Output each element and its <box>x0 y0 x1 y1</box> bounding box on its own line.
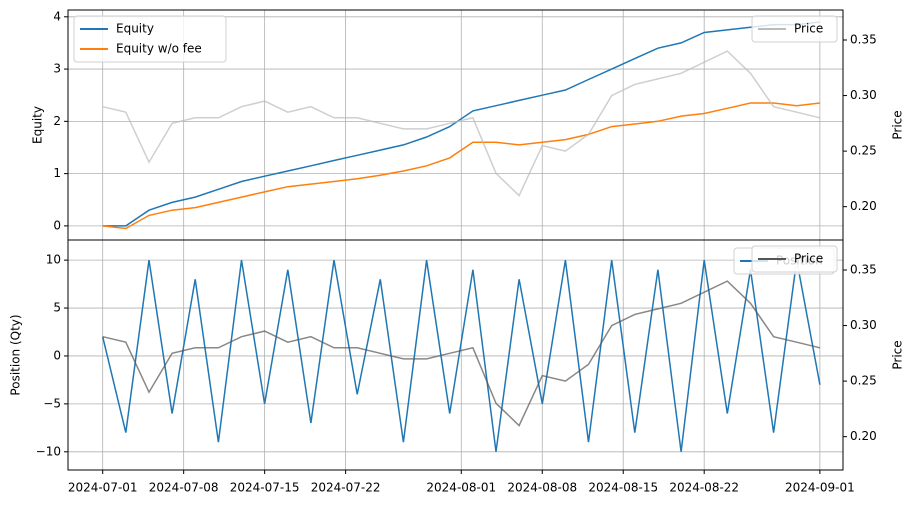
y-tick-label: 1 <box>53 166 61 180</box>
y-axis-label: Position (Qty) <box>9 314 23 395</box>
y2-tick-label: 0.35 <box>850 263 877 277</box>
legend-label: Equity <box>116 22 154 36</box>
x-tick-label: 2024-08-22 <box>669 481 739 495</box>
legend-label: Price <box>794 22 823 36</box>
y2-tick-label: 0.20 <box>850 199 877 213</box>
y2-tick-label: 0.25 <box>850 144 877 158</box>
y-tick-label: 0 <box>53 348 61 362</box>
series-line <box>102 50 821 197</box>
y2-tick-label: 0.30 <box>850 88 877 102</box>
series-line <box>102 21 820 227</box>
x-tick-label: 2024-08-08 <box>507 481 577 495</box>
y-tick-label: −10 <box>36 444 61 458</box>
legend-box <box>751 15 838 43</box>
y-tick-label: 4 <box>53 9 61 23</box>
axes-frame <box>67 239 844 471</box>
x-tick-label: 2024-07-08 <box>149 481 219 495</box>
x-tick-label: 2024-07-15 <box>230 481 300 495</box>
x-tick-label: 2024-08-01 <box>426 481 496 495</box>
legend-label: Equity w/o fee <box>116 42 202 56</box>
x-tick-label: 2024-08-15 <box>588 481 658 495</box>
y-tick-label: −5 <box>43 396 61 410</box>
series-line <box>102 102 820 230</box>
y-axis-label: Equity <box>31 106 45 144</box>
y2-tick-label: 0.35 <box>850 33 877 47</box>
y-tick-label: 2 <box>53 114 61 128</box>
y2-tick-label: 0.20 <box>850 429 877 443</box>
y2-axis-label: Price <box>891 340 905 369</box>
x-tick-label: 2024-09-01 <box>785 481 855 495</box>
y-tick-label: 10 <box>46 253 61 267</box>
x-tick-label: 2024-07-01 <box>68 481 138 495</box>
y-tick-label: 5 <box>53 301 61 315</box>
legend-box <box>751 245 838 273</box>
y-tick-label: 0 <box>53 218 61 232</box>
x-tick-label: 2024-07-22 <box>311 481 381 495</box>
y-tick-label: 3 <box>53 62 61 76</box>
legend-label: Price <box>794 252 823 266</box>
series-line <box>101 259 821 452</box>
y2-tick-label: 0.25 <box>850 374 877 388</box>
series-line <box>102 280 821 427</box>
y2-axis-label: Price <box>891 110 905 139</box>
legend-box <box>73 15 227 63</box>
y2-tick-label: 0.30 <box>850 318 877 332</box>
